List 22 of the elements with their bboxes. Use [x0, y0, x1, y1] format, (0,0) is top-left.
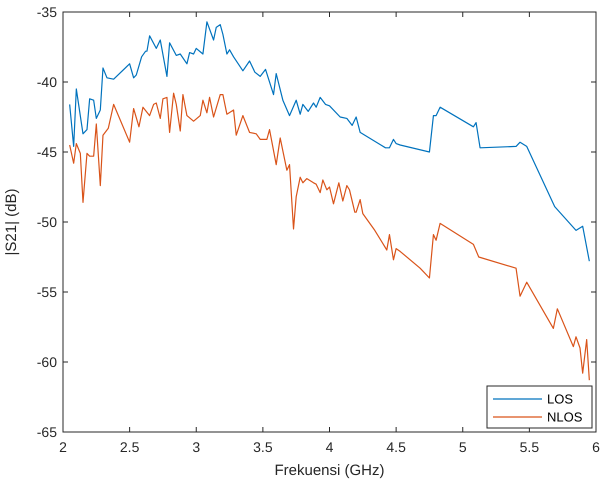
x-axis-title: Frekuensi (GHz): [274, 462, 385, 479]
y-tick-label: -50: [36, 214, 58, 230]
line-series: [69, 21, 590, 262]
x-tick-label: 6: [592, 439, 600, 455]
y-tick-label: -45: [36, 144, 58, 160]
x-tick-label: 3.5: [253, 439, 273, 455]
x-tick-label: 4: [326, 439, 334, 455]
y-axis-title: |S21| (dB): [3, 188, 20, 256]
x-tick-label: 3: [192, 439, 200, 455]
y-tick-label: -60: [36, 354, 58, 370]
legend-label: LOS: [547, 392, 574, 407]
x-tick-label: 5: [458, 439, 467, 455]
legend-label: NLOS: [547, 410, 583, 425]
x-tick-label: 4.5: [386, 439, 406, 455]
x-tick-label: 5.5: [520, 439, 540, 455]
x-tick-label: 2: [59, 439, 68, 455]
y-tick-label: -65: [36, 424, 58, 440]
y-tick-label: -55: [36, 284, 58, 300]
line-series: [69, 92, 590, 381]
y-tick-label: -40: [36, 74, 58, 90]
x-tick-label: 2.5: [120, 439, 140, 455]
y-tick-label: -35: [36, 4, 58, 20]
